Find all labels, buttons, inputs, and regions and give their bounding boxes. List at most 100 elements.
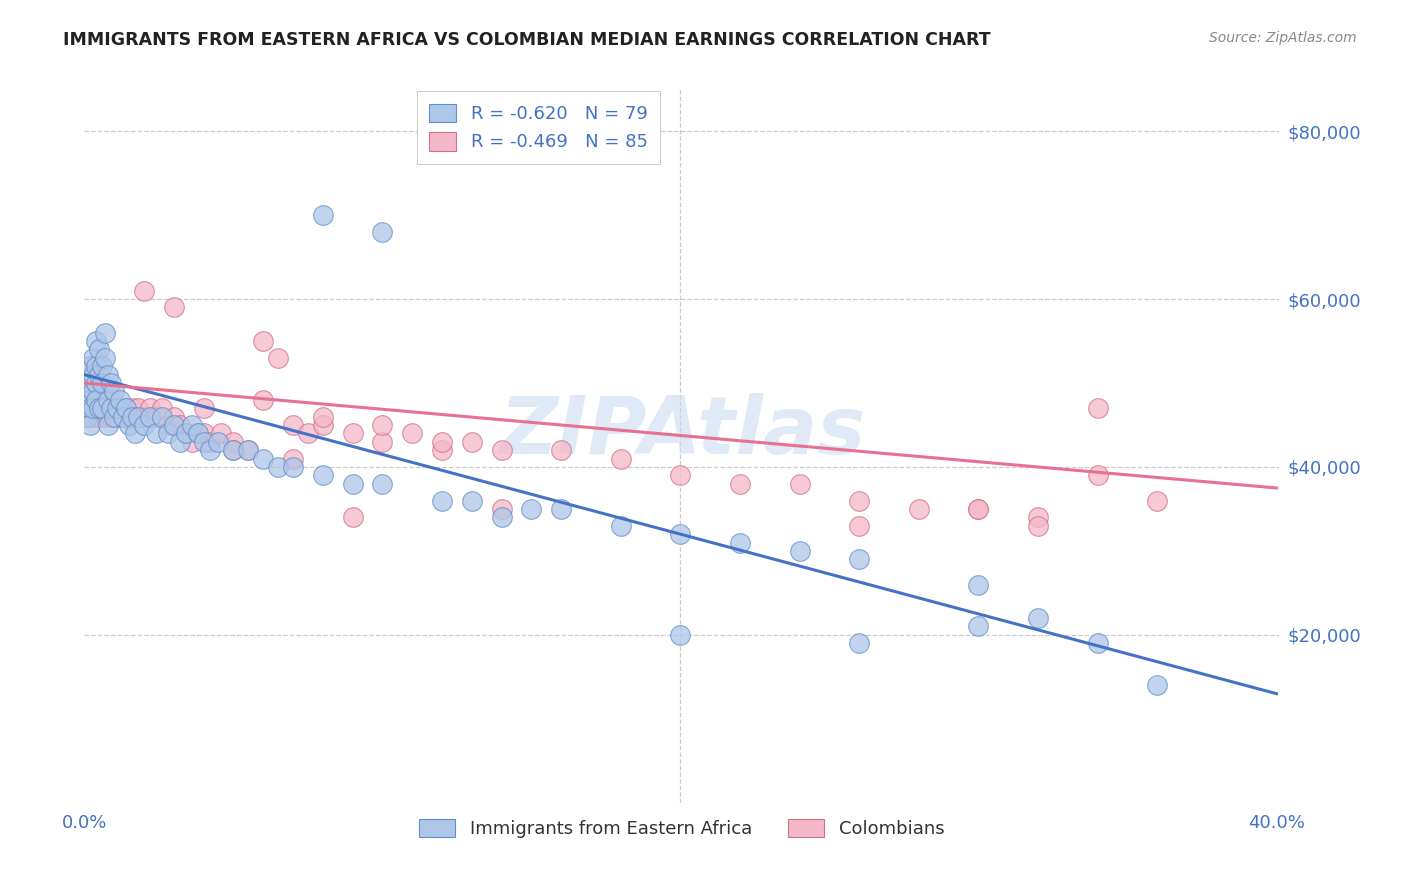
Point bbox=[91, 384, 114, 399]
Point bbox=[105, 409, 128, 424]
Point bbox=[89, 401, 111, 416]
Point bbox=[76, 376, 98, 390]
Point bbox=[79, 359, 101, 374]
Point bbox=[281, 460, 304, 475]
Point bbox=[89, 392, 111, 407]
Point bbox=[124, 426, 146, 441]
Point bbox=[281, 417, 304, 432]
Point bbox=[108, 401, 131, 416]
Point bbox=[79, 392, 101, 407]
Point bbox=[187, 426, 209, 441]
Point bbox=[297, 426, 319, 441]
Point bbox=[76, 409, 98, 424]
Point bbox=[252, 392, 274, 407]
Point bbox=[91, 359, 114, 374]
Point bbox=[1087, 636, 1109, 650]
Point bbox=[84, 409, 107, 424]
Point bbox=[84, 392, 107, 407]
Point bbox=[1146, 678, 1168, 692]
Point bbox=[84, 334, 107, 348]
Point bbox=[82, 401, 104, 416]
Point bbox=[342, 510, 364, 524]
Point bbox=[1087, 468, 1109, 483]
Point bbox=[267, 460, 290, 475]
Point bbox=[97, 417, 120, 432]
Point bbox=[207, 434, 229, 449]
Point bbox=[84, 376, 107, 390]
Point bbox=[198, 443, 221, 458]
Point bbox=[84, 359, 107, 374]
Point bbox=[238, 443, 260, 458]
Point bbox=[118, 417, 141, 432]
Point bbox=[79, 376, 101, 390]
Point bbox=[76, 409, 98, 424]
Point bbox=[82, 351, 104, 365]
Point bbox=[82, 368, 104, 382]
Point bbox=[342, 426, 364, 441]
Point bbox=[848, 493, 870, 508]
Point bbox=[789, 476, 811, 491]
Point bbox=[848, 636, 870, 650]
Point bbox=[430, 434, 453, 449]
Point bbox=[89, 368, 111, 382]
Point bbox=[1146, 493, 1168, 508]
Point bbox=[91, 376, 114, 390]
Point bbox=[115, 401, 138, 416]
Point bbox=[163, 301, 186, 315]
Point bbox=[180, 434, 202, 449]
Point bbox=[94, 392, 117, 407]
Point bbox=[848, 518, 870, 533]
Point bbox=[76, 392, 98, 407]
Point bbox=[79, 401, 101, 416]
Point bbox=[669, 468, 692, 483]
Y-axis label: Median Earnings: Median Earnings bbox=[0, 377, 8, 515]
Text: ZIPAtlas: ZIPAtlas bbox=[499, 392, 865, 471]
Point bbox=[97, 368, 120, 382]
Point bbox=[1087, 401, 1109, 416]
Point bbox=[100, 392, 122, 407]
Point bbox=[89, 343, 111, 357]
Point bbox=[187, 426, 209, 441]
Point bbox=[91, 401, 114, 416]
Point bbox=[1026, 611, 1049, 625]
Point bbox=[127, 409, 149, 424]
Point bbox=[97, 392, 120, 407]
Point bbox=[728, 476, 751, 491]
Point bbox=[156, 426, 179, 441]
Point bbox=[430, 493, 453, 508]
Point bbox=[967, 577, 990, 591]
Point bbox=[728, 535, 751, 549]
Point bbox=[100, 409, 122, 424]
Point bbox=[121, 401, 143, 416]
Point bbox=[112, 409, 135, 424]
Point bbox=[550, 443, 572, 458]
Point bbox=[82, 401, 104, 416]
Point bbox=[342, 476, 364, 491]
Point bbox=[169, 434, 191, 449]
Point bbox=[97, 401, 120, 416]
Point bbox=[491, 510, 513, 524]
Point bbox=[127, 401, 149, 416]
Point bbox=[174, 426, 197, 441]
Point bbox=[238, 443, 260, 458]
Point bbox=[132, 409, 155, 424]
Point bbox=[461, 493, 484, 508]
Point bbox=[145, 409, 167, 424]
Point bbox=[79, 417, 101, 432]
Point bbox=[94, 326, 117, 340]
Point bbox=[103, 409, 125, 424]
Point bbox=[193, 401, 215, 416]
Point bbox=[401, 426, 423, 441]
Point bbox=[1026, 510, 1049, 524]
Point bbox=[121, 409, 143, 424]
Point bbox=[94, 351, 117, 365]
Point bbox=[97, 384, 120, 399]
Point bbox=[222, 443, 245, 458]
Point bbox=[163, 409, 186, 424]
Point bbox=[491, 443, 513, 458]
Point bbox=[82, 384, 104, 399]
Point bbox=[163, 417, 186, 432]
Point bbox=[76, 392, 98, 407]
Point bbox=[79, 392, 101, 407]
Point bbox=[430, 443, 453, 458]
